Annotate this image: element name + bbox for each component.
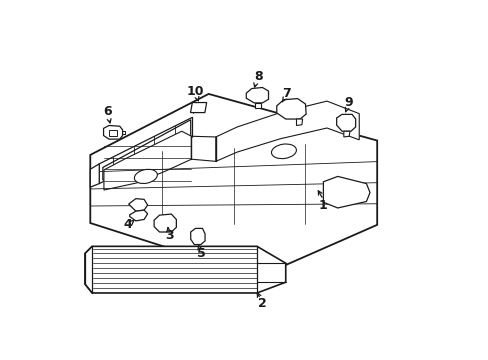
Ellipse shape bbox=[134, 169, 157, 184]
Polygon shape bbox=[246, 87, 268, 103]
Text: 10: 10 bbox=[186, 85, 203, 98]
Text: 1: 1 bbox=[318, 199, 327, 212]
Text: 3: 3 bbox=[164, 229, 173, 242]
Ellipse shape bbox=[271, 144, 296, 159]
Text: 5: 5 bbox=[197, 247, 205, 260]
Polygon shape bbox=[255, 103, 260, 108]
Text: 8: 8 bbox=[253, 69, 262, 82]
Polygon shape bbox=[99, 117, 192, 184]
Polygon shape bbox=[102, 120, 190, 180]
Polygon shape bbox=[343, 131, 349, 137]
Polygon shape bbox=[104, 131, 191, 190]
Polygon shape bbox=[336, 114, 355, 131]
Polygon shape bbox=[129, 210, 147, 221]
Polygon shape bbox=[90, 94, 376, 277]
Polygon shape bbox=[323, 176, 369, 208]
Text: 2: 2 bbox=[258, 297, 266, 310]
Text: 7: 7 bbox=[282, 87, 290, 100]
Polygon shape bbox=[190, 228, 204, 244]
Polygon shape bbox=[276, 99, 305, 119]
Polygon shape bbox=[103, 126, 122, 139]
Polygon shape bbox=[296, 119, 302, 126]
Text: 4: 4 bbox=[123, 218, 132, 231]
Polygon shape bbox=[90, 164, 99, 187]
Polygon shape bbox=[128, 199, 147, 211]
Polygon shape bbox=[85, 246, 285, 293]
Polygon shape bbox=[215, 101, 359, 161]
Polygon shape bbox=[109, 130, 117, 135]
Polygon shape bbox=[190, 103, 206, 113]
Polygon shape bbox=[154, 214, 176, 232]
Text: 6: 6 bbox=[103, 105, 112, 118]
Text: 9: 9 bbox=[344, 96, 352, 109]
